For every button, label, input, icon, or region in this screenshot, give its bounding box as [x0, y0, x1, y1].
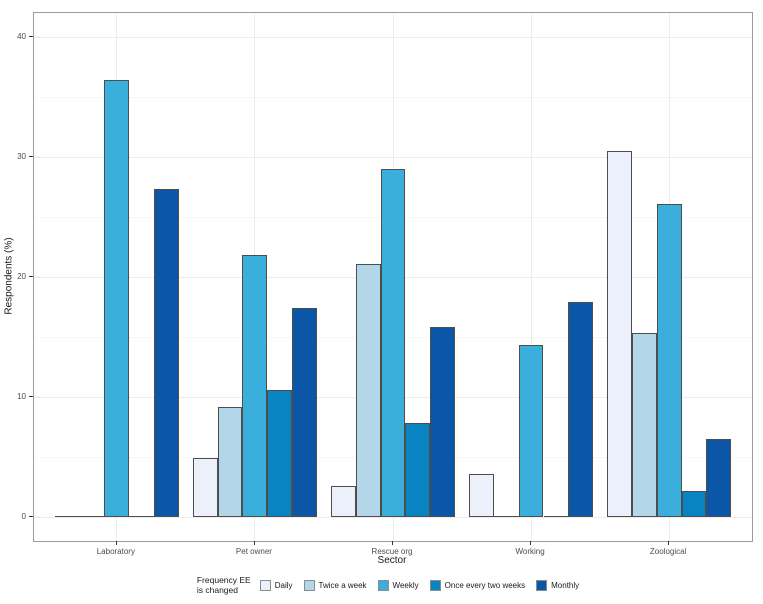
- x-tick-mark: [392, 541, 393, 545]
- y-tick-mark: [29, 396, 33, 397]
- bar: [192, 458, 218, 517]
- x-tick-mark: [530, 541, 532, 545]
- bar: [217, 406, 243, 517]
- x-tick-mark: [115, 541, 117, 545]
- plot-panel: [33, 12, 753, 542]
- y-tick-label: 20: [17, 272, 26, 281]
- legend-label: Weekly: [392, 580, 419, 590]
- x-tick-label: Pet owner: [235, 547, 272, 556]
- legend-item: Once every two weeks: [429, 579, 526, 591]
- y-tick-label: 40: [17, 32, 26, 41]
- legend-item: Daily: [259, 579, 293, 591]
- bar: [129, 516, 155, 517]
- y-axis-title: Respondents (%): [3, 237, 15, 315]
- legend-swatch: [259, 579, 271, 591]
- legend-label: Monthly: [551, 580, 580, 590]
- bar: [493, 516, 519, 517]
- legend-title: Frequency EE is changed: [196, 574, 251, 595]
- legend-label: Twice a week: [318, 580, 367, 590]
- y-tick-label: 30: [17, 152, 26, 161]
- bar: [104, 80, 130, 517]
- legend: Frequency EE is changed Daily Twice a wee…: [0, 572, 763, 598]
- y-tick-mark: [29, 516, 33, 517]
- bar: [706, 439, 732, 517]
- legend-swatch: [377, 579, 389, 591]
- y-tick-mark: [29, 156, 33, 157]
- y-tick-label: 10: [17, 392, 26, 401]
- bar: [242, 255, 268, 517]
- y-tick-mark: [29, 276, 33, 277]
- legend-label: Once every two weeks: [444, 580, 526, 590]
- legend-swatch: [536, 579, 548, 591]
- bar: [518, 345, 544, 517]
- y-tick-mark: [29, 36, 33, 37]
- x-tick-label: Rescue org: [371, 547, 413, 556]
- x-axis-title: Sector: [377, 555, 407, 566]
- bar: [292, 308, 318, 517]
- bar: [568, 302, 594, 517]
- bar: [355, 263, 381, 517]
- bar: [267, 389, 293, 517]
- bar: [405, 423, 431, 517]
- bar: [468, 473, 494, 517]
- x-tick-label: Zoological: [649, 547, 687, 556]
- legend-item: Monthly: [536, 579, 580, 591]
- legend-item: Weekly: [377, 579, 419, 591]
- y-tick-label: 0: [21, 512, 26, 521]
- bar: [607, 151, 632, 517]
- legend-swatch: [429, 579, 441, 591]
- bar: [79, 516, 105, 517]
- bar: [154, 189, 179, 517]
- bar: [656, 203, 682, 517]
- bar: [54, 516, 80, 517]
- vertical-gridline: [530, 13, 532, 541]
- bar: [631, 333, 657, 517]
- bar: [430, 327, 456, 517]
- bar: [380, 169, 406, 517]
- legend-swatch: [303, 579, 315, 591]
- legend-item: Twice a week: [303, 579, 367, 591]
- legend-label: Daily: [274, 580, 293, 590]
- bar: [543, 516, 569, 517]
- legend-items: Daily Twice a week Weekly Once every two we…: [259, 579, 590, 591]
- bar: [681, 490, 707, 517]
- x-tick-label: Laboratory: [96, 547, 135, 556]
- bar: [330, 485, 356, 517]
- x-tick-label: Working: [515, 547, 545, 556]
- x-tick-mark: [668, 541, 670, 545]
- x-tick-mark: [253, 541, 255, 545]
